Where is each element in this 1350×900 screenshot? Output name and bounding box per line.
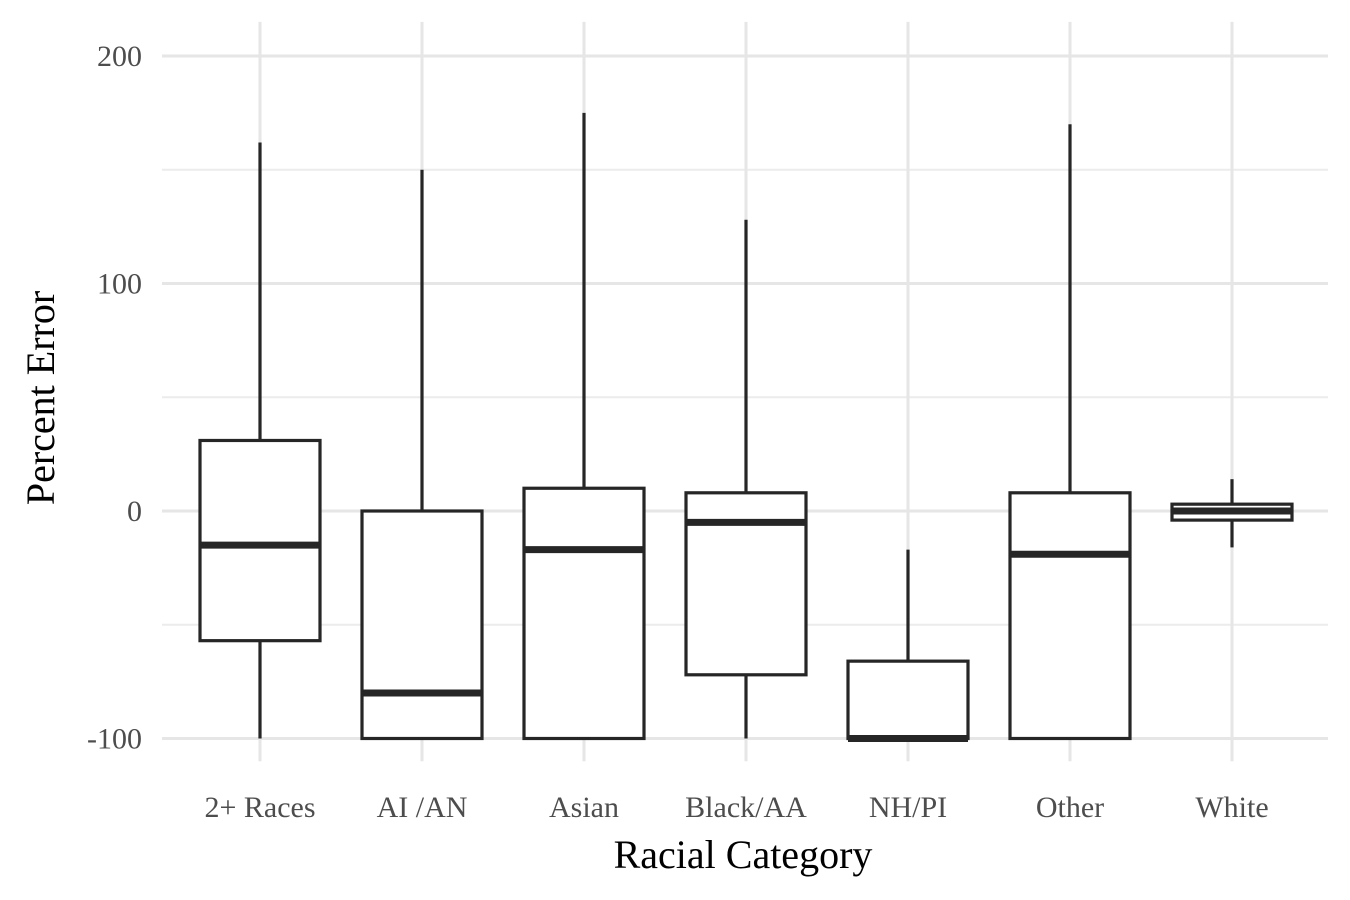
- x-tick-label: White: [1195, 791, 1268, 824]
- box-group: [684, 219, 808, 739]
- box-group: [522, 112, 646, 741]
- box-group: [846, 549, 970, 742]
- iqr-box: [522, 486, 646, 741]
- box-group: [360, 169, 484, 741]
- x-tick-label: Asian: [549, 791, 619, 824]
- box-group: [198, 142, 322, 739]
- iqr-box: [360, 509, 484, 741]
- y-tick-label: 0: [127, 495, 142, 528]
- y-axis-title: Percent Error: [18, 291, 63, 505]
- x-tick-label: Other: [1036, 791, 1104, 824]
- box-group: [1170, 479, 1294, 548]
- y-tick-label: -100: [87, 723, 142, 756]
- y-tick-label: 100: [97, 268, 142, 301]
- boxes-layer: [198, 112, 1294, 742]
- iqr-box: [1008, 491, 1132, 741]
- tick-labels-layer: 2+ Races AI /AN Asian Black/AA NH/PI Other Whi…: [87, 40, 1269, 824]
- iqr-box: [846, 659, 970, 741]
- x-axis-title: Racial Category: [614, 832, 873, 877]
- box-group: [1008, 124, 1132, 741]
- x-tick-label: AI /AN: [377, 791, 468, 824]
- x-tick-label: 2+ Races: [204, 791, 315, 824]
- x-tick-label: Black/AA: [685, 791, 807, 824]
- x-tick-label: NH/PI: [869, 791, 947, 824]
- iqr-box: [198, 438, 322, 643]
- y-tick-label: 200: [97, 40, 142, 73]
